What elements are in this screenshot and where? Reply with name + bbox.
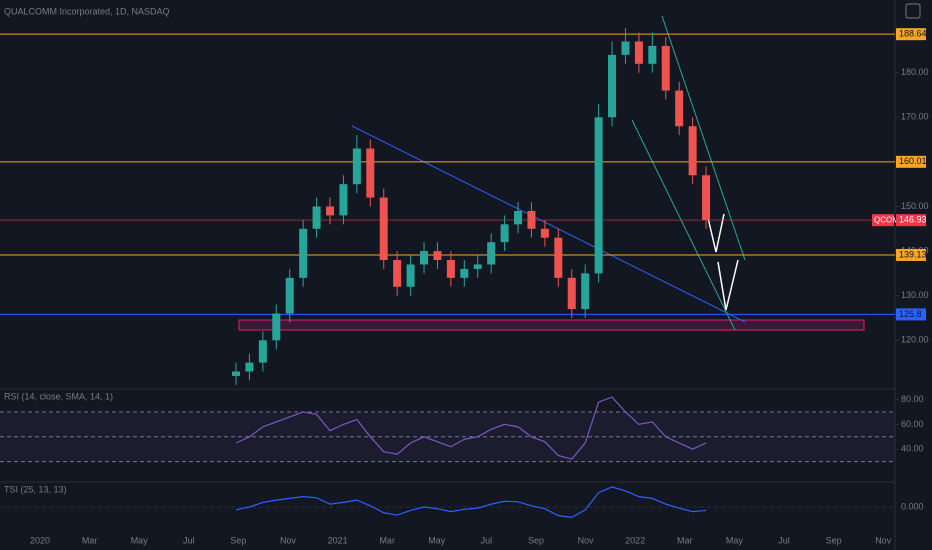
candle-body [446, 260, 455, 278]
tsi-line [235, 486, 707, 518]
candle-body [379, 197, 388, 261]
price-tag-label: 139.13 [899, 249, 927, 259]
x-tick-label: 2021 [328, 535, 348, 545]
x-tick-label: May [726, 535, 744, 545]
trend-line [661, 15, 746, 261]
price-tag-label: 188.64 [899, 29, 927, 39]
price-tag [896, 155, 926, 168]
candle-body [245, 362, 254, 372]
symbol-tag-label: QCOM [874, 215, 899, 224]
x-tick-label: Jul [183, 535, 195, 545]
candle-body [393, 260, 402, 287]
y-tick-label: 60.00 [901, 419, 924, 429]
candle-body [621, 41, 630, 55]
candle-body [258, 340, 267, 363]
x-tick-label: Nov [578, 535, 595, 545]
projection-arrow [707, 213, 725, 253]
candle-body [661, 45, 670, 91]
candle-body [567, 277, 576, 310]
x-tick-label: Mar [379, 535, 395, 545]
y-tick-label: 0.000 [901, 501, 924, 511]
candle-body [554, 237, 563, 278]
trend-line [351, 125, 746, 323]
candle-body [540, 228, 549, 238]
candle-body [594, 117, 603, 274]
candle-body [608, 54, 617, 118]
x-tick-label: Jul [481, 535, 493, 545]
candle-body [406, 264, 415, 287]
x-tick-label: Sep [528, 535, 544, 545]
candle-body [420, 251, 429, 265]
price-tag [896, 248, 926, 261]
candle-body [433, 251, 442, 261]
projection-arrow [717, 259, 739, 311]
candle-body [352, 148, 361, 185]
candle-body [487, 242, 496, 265]
price-tag-label: 125.8 [899, 309, 922, 319]
candle-body [460, 268, 469, 278]
x-tick-label: May [428, 535, 446, 545]
x-tick-label: Sep [230, 535, 246, 545]
candle-body [688, 126, 697, 176]
x-tick-label: Jul [778, 535, 790, 545]
price-tag [896, 308, 926, 321]
candle-body [634, 41, 643, 64]
rsi-band [0, 411, 895, 462]
candle-body [366, 148, 375, 198]
candle-body [473, 264, 482, 269]
support-zone [238, 319, 865, 331]
y-tick-label: 180.00 [901, 67, 929, 77]
y-tick-label: 130.00 [901, 290, 929, 300]
settings-icon[interactable] [905, 3, 921, 19]
candle-body [675, 90, 684, 127]
x-tick-label: Sep [826, 535, 842, 545]
y-tick-label: 120.00 [901, 335, 929, 345]
trend-line [631, 119, 736, 331]
candle-body [500, 224, 509, 243]
candle-body [285, 277, 294, 314]
rsi-line [235, 396, 707, 460]
x-tick-label: Mar [82, 535, 98, 545]
candle-body [581, 273, 590, 310]
y-tick-label: 170.00 [901, 112, 929, 122]
pane-title: TSI (25, 13, 13) [4, 484, 67, 494]
candle-body [326, 206, 335, 216]
chart-title: QUALCOMM Incorporated, 1D, NASDAQ [4, 6, 170, 16]
price-tag [896, 214, 926, 227]
y-tick-label: 150.00 [901, 201, 929, 211]
pane-title: RSI (14, close, SMA, 14, 1) [4, 391, 113, 401]
y-tick-label: 40.00 [901, 444, 924, 454]
candle-body [272, 313, 281, 341]
candle-body [339, 184, 348, 216]
candle-body [702, 175, 711, 220]
candle-body [514, 210, 523, 225]
x-tick-label: Mar [677, 535, 693, 545]
candle-body [527, 210, 536, 229]
candle-body [312, 206, 321, 229]
price-tag-label: 160.01 [899, 156, 927, 166]
candle-body [299, 228, 308, 278]
x-tick-label: May [131, 535, 149, 545]
x-tick-label: 2022 [625, 535, 645, 545]
y-tick-label: 80.00 [901, 394, 924, 404]
symbol-tag [872, 214, 894, 227]
candle-body [232, 371, 240, 376]
price-tag-label: 146.93 [899, 215, 927, 225]
price-tag [896, 28, 926, 41]
x-tick-label: 2020 [30, 535, 50, 545]
candle-body [648, 45, 657, 64]
x-tick-label: Nov [280, 535, 297, 545]
x-tick-label: Nov [875, 535, 892, 545]
